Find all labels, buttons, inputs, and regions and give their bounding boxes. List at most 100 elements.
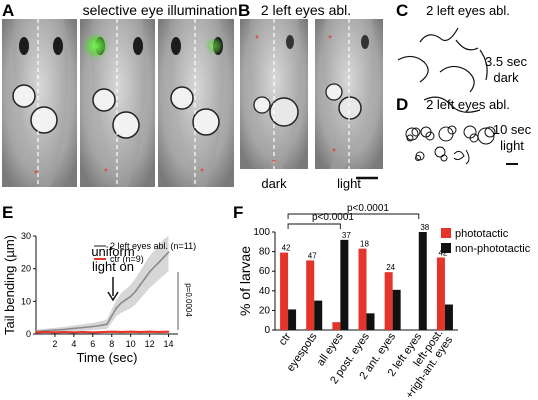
series-1-point <box>167 330 170 333</box>
series-1-point <box>35 331 37 334</box>
panel-a-title: selective eye illumination <box>83 2 238 18</box>
panel-b-light-label: light <box>337 176 361 191</box>
series-0-point <box>158 261 160 264</box>
bar-1-6 <box>444 304 453 330</box>
legend-label-1: ctr (n=9) <box>110 254 144 264</box>
svg-text:*: * <box>272 158 276 169</box>
panel-d-condition: light <box>500 138 524 153</box>
series-0-point <box>125 298 127 301</box>
y-tick-label: 0 <box>264 325 270 336</box>
series-1-point <box>139 331 142 333</box>
y-tick-label: 30 <box>21 231 31 241</box>
y-tick-label: 80 <box>259 247 271 258</box>
series-1-point <box>101 331 104 333</box>
panel-c-letter: C <box>396 1 408 20</box>
n-label: 24 <box>386 263 395 272</box>
series-0-point <box>148 271 151 273</box>
bar-0-2 <box>332 322 341 330</box>
bar-1-3 <box>366 313 375 330</box>
series-1-point <box>82 331 85 333</box>
series-0-point <box>139 284 142 286</box>
bar-0-6 <box>436 257 445 330</box>
x-tick-label: 10 <box>126 339 136 349</box>
arrow-down-icon <box>107 277 119 302</box>
n-label: 47 <box>308 251 317 260</box>
x-axis-label: Time (sec) <box>77 350 138 365</box>
x-tick-label: 2 <box>52 339 57 349</box>
svg-text:*: * <box>200 167 204 178</box>
series-1-point <box>110 330 113 333</box>
series-0-point <box>82 326 85 329</box>
legend-label-1: non-phototactic <box>455 243 531 255</box>
svg-text:*: * <box>328 34 332 45</box>
svg-text:*: * <box>104 167 108 178</box>
svg-text:*: * <box>332 147 336 158</box>
series-0-point <box>129 295 132 298</box>
significance-label-1: p<0.0001 <box>312 212 354 223</box>
x-tick-label: 4 <box>71 339 76 349</box>
series-1-point <box>129 330 132 333</box>
series-0-point <box>110 315 113 317</box>
series-0-point <box>54 329 56 331</box>
category-label: ctr <box>277 331 294 348</box>
legend-label-0: phototactic <box>455 228 509 240</box>
bar-1-5 <box>418 232 427 330</box>
legend-label-0: 2 left eyes abl. (n=11) <box>110 241 196 251</box>
series-1-point <box>120 331 123 333</box>
series-1-point <box>158 331 160 333</box>
n-label: 37 <box>342 231 351 240</box>
n-label: 42 <box>282 244 291 253</box>
y-axis-label: % of larvae <box>237 246 253 316</box>
legend-swatch-0 <box>441 228 451 238</box>
significance-label-2: p<0.0001 <box>347 203 389 214</box>
larva-image-a2: * <box>80 19 155 187</box>
y-tick-label: 20 <box>259 305 271 316</box>
x-tick-label: 14 <box>164 339 174 349</box>
panel-e-letter: E <box>2 203 13 222</box>
series-0-point <box>91 325 94 328</box>
series-0-point <box>153 266 156 268</box>
bar-0-4 <box>384 272 393 330</box>
panel-a-letter: A <box>2 1 14 20</box>
bar-0-3 <box>358 248 367 330</box>
series-0-point <box>134 290 137 293</box>
panel-e-significance: p=0.0004 <box>184 283 193 317</box>
panel-e-chart: 0 10 20 30 2 4 6 8 10 12 14 Time (sec) Tail bending … <box>2 231 196 365</box>
significance-bracket-1 <box>287 223 341 229</box>
n-label: 18 <box>360 240 369 249</box>
swim-trajectories-dark <box>397 27 488 113</box>
legend-swatch-1 <box>441 243 451 253</box>
series-0-point <box>63 328 66 331</box>
y-axis-label: Tail bending (µm) <box>2 235 17 335</box>
panel-b-dark-label: dark <box>261 176 287 191</box>
panel-c-duration: 3.5 sec <box>485 54 527 69</box>
y-tick-label: 100 <box>253 227 270 238</box>
x-tick-label: 6 <box>90 339 95 349</box>
y-tick-label: 40 <box>259 286 271 297</box>
eye-illumination-spot <box>205 37 223 55</box>
series-0-point <box>162 256 165 259</box>
series-1-point <box>44 331 47 333</box>
series-0-error-band <box>36 236 169 334</box>
panel-f-letter: F <box>233 203 243 222</box>
larva-image-a3: * <box>158 19 234 187</box>
panel-c-title: 2 left eyes abl. <box>426 3 510 18</box>
eye-illumination-spot <box>83 33 109 59</box>
series-0-point <box>143 277 146 280</box>
svg-text:*: * <box>255 34 259 45</box>
series-1-point <box>63 331 66 333</box>
series-0-point <box>106 323 108 326</box>
larva-image-a1: * <box>2 19 77 187</box>
swim-trajectories-light <box>405 125 496 165</box>
larva-image-b-light: * * <box>315 19 383 169</box>
panel-d-duration: 10 sec <box>493 122 532 137</box>
panel-b-title: 2 left eyes abl. <box>261 2 351 18</box>
panel-d-title: 2 left eyes abl. <box>426 97 510 112</box>
series-0-point <box>115 306 118 309</box>
y-tick-label: 0 <box>26 329 31 339</box>
series-0-point <box>101 324 104 327</box>
y-tick-label: 20 <box>21 264 31 274</box>
y-tick-label: 10 <box>21 296 31 306</box>
